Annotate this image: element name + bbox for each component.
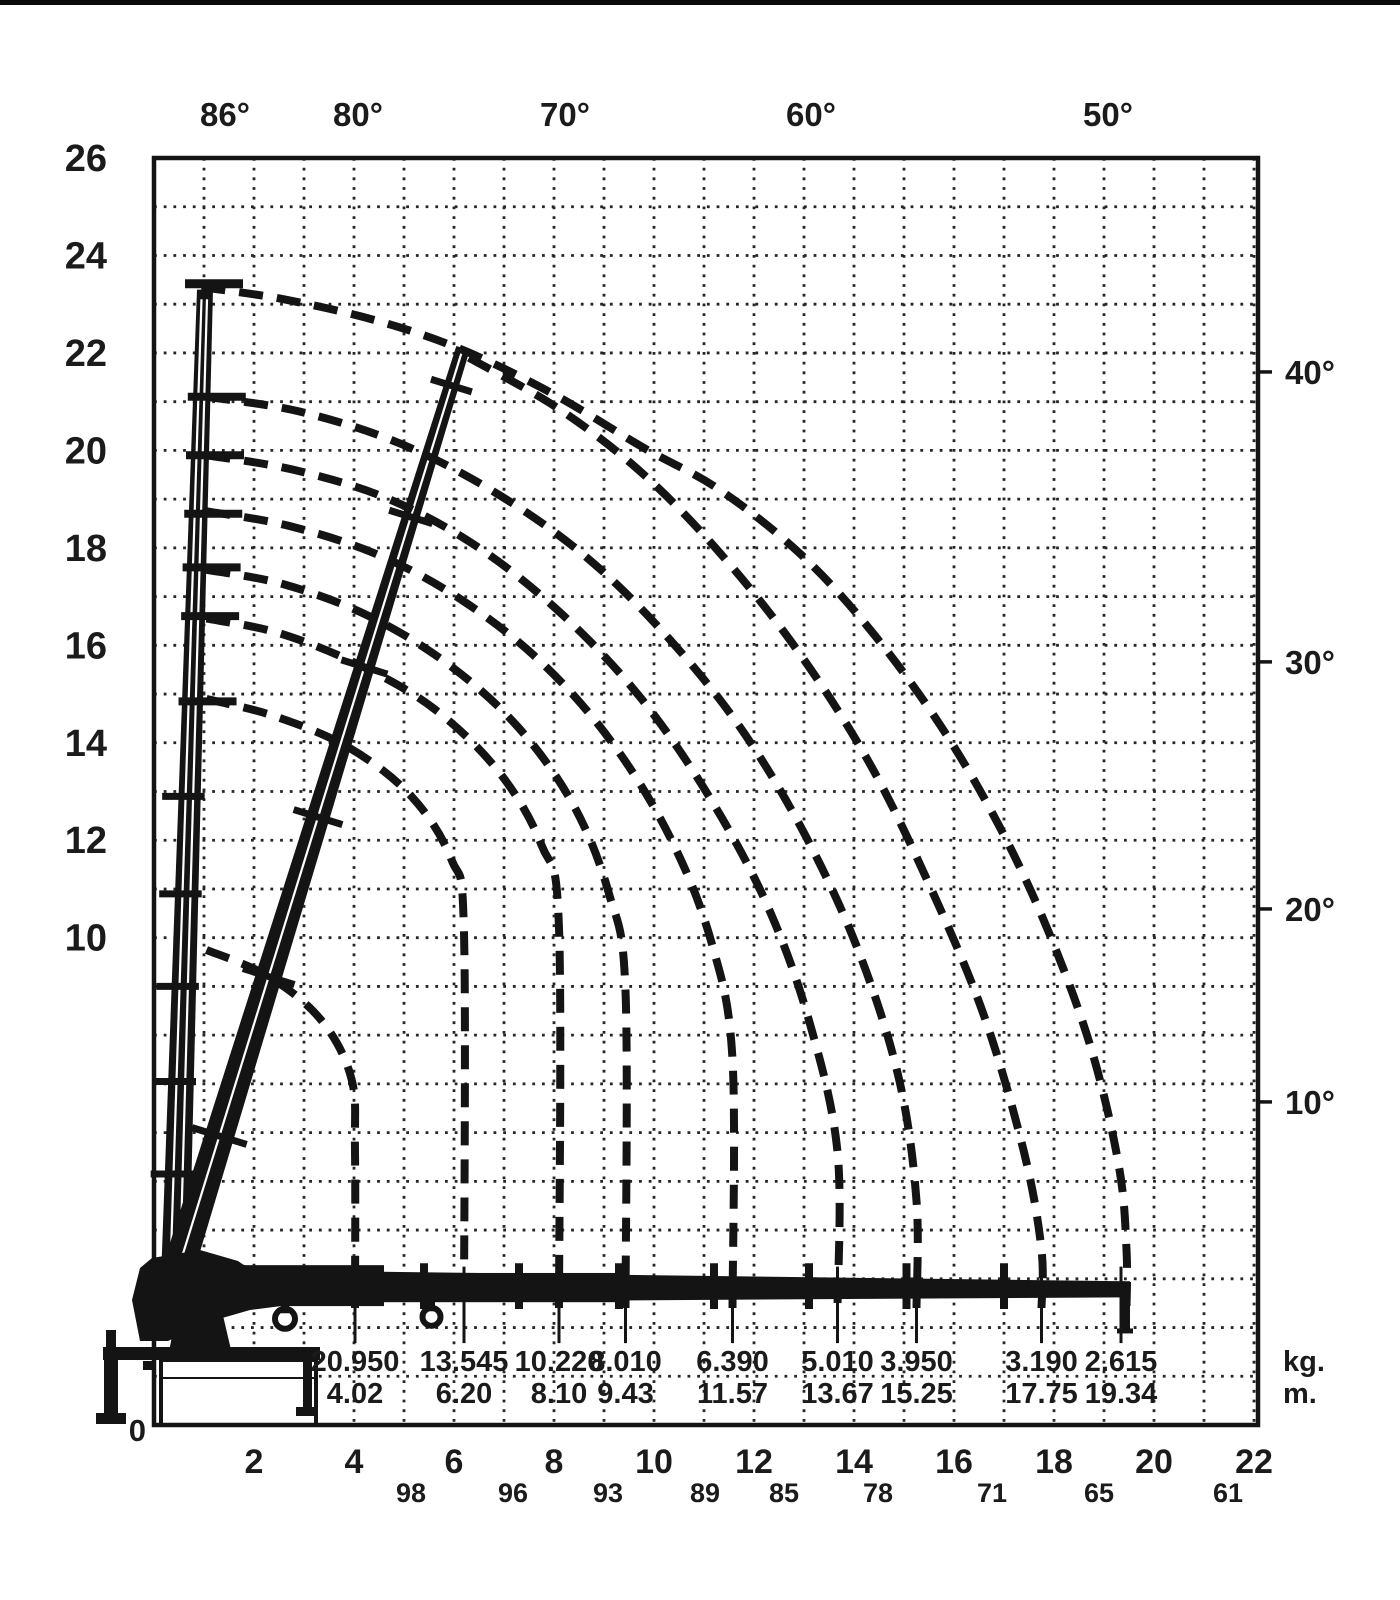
y-tick-label: 14 bbox=[65, 723, 107, 765]
capacity-curve bbox=[204, 946, 360, 1309]
percent-value-label: 96 bbox=[498, 1478, 528, 1508]
right-angle-label: 40° bbox=[1285, 354, 1335, 391]
top-angle-label: 86° bbox=[200, 96, 250, 133]
capacity-curve bbox=[205, 507, 739, 1309]
boom-74deg-collar bbox=[292, 806, 344, 828]
x-tick-label: 14 bbox=[835, 1443, 873, 1481]
load-capacity-label: 3.190 bbox=[1005, 1346, 1078, 1378]
load-reach-label: 19.34 bbox=[1085, 1378, 1158, 1410]
load-reach-label: 4.02 bbox=[327, 1378, 383, 1410]
deck-stud bbox=[143, 1361, 154, 1370]
x-tick-label: 12 bbox=[735, 1443, 773, 1481]
load-capacity-label: 13.545 bbox=[420, 1346, 509, 1378]
load-capacity-label: 6.390 bbox=[696, 1346, 769, 1378]
capacity-curve bbox=[205, 392, 922, 1309]
capacity-curve bbox=[205, 695, 469, 1309]
outrigger-cylinder bbox=[106, 1330, 116, 1362]
top-angle-label: 80° bbox=[333, 96, 383, 133]
load-capacity-label: 3.950 bbox=[880, 1346, 953, 1378]
y-tick-label: 26 bbox=[65, 138, 107, 180]
capacity-unit-label: kg. bbox=[1283, 1346, 1325, 1378]
reach-unit-label: m. bbox=[1283, 1378, 1317, 1410]
y-tick-label: 20 bbox=[65, 430, 107, 472]
capacity-curve bbox=[467, 354, 1047, 1309]
percent-value-label: 98 bbox=[396, 1478, 426, 1508]
load-reach-label: 9.43 bbox=[597, 1378, 653, 1410]
load-reach-label: 13.67 bbox=[801, 1378, 874, 1410]
load-reach-label: 6.20 bbox=[436, 1378, 492, 1410]
outrigger-leg bbox=[104, 1360, 118, 1416]
y-tick-label: 22 bbox=[65, 333, 107, 375]
hook-link bbox=[428, 1299, 435, 1312]
percent-value-label: 85 bbox=[769, 1478, 799, 1508]
boom-74deg-collar bbox=[191, 1124, 248, 1148]
x-tick-label: 6 bbox=[445, 1443, 464, 1481]
load-capacity-label: 8.010 bbox=[589, 1346, 662, 1378]
crane-illustration bbox=[96, 279, 1133, 1427]
percent-value-label: 61 bbox=[1213, 1478, 1243, 1508]
x-tick-label: 16 bbox=[935, 1443, 973, 1481]
load-reach-label: 17.75 bbox=[1005, 1378, 1078, 1410]
capacity-curve bbox=[200, 283, 1132, 1309]
right-angle-label: 10° bbox=[1285, 1084, 1335, 1121]
knuckle-link bbox=[187, 1250, 271, 1281]
y-tick-label: 18 bbox=[65, 528, 107, 570]
boom-86deg-texture bbox=[169, 299, 203, 1270]
capacity-curve bbox=[205, 565, 631, 1309]
percent-value-label: 89 bbox=[690, 1478, 720, 1508]
load-capacity-label: 2.615 bbox=[1085, 1346, 1158, 1378]
load-reach-label: 15.25 bbox=[880, 1378, 953, 1410]
load-reach-label: 11.57 bbox=[697, 1378, 768, 1410]
capacity-curves bbox=[200, 283, 1132, 1344]
load-capacity-label: 10.220 bbox=[515, 1346, 604, 1378]
y-tick-label: 10 bbox=[65, 918, 107, 960]
truck-body bbox=[159, 1358, 318, 1427]
outrigger-foot-right bbox=[296, 1407, 318, 1416]
origin-label: 0 bbox=[129, 1413, 146, 1448]
pedestal bbox=[169, 1298, 232, 1352]
boom-74deg-collar bbox=[388, 506, 434, 527]
right-angle-label: 30° bbox=[1285, 644, 1335, 681]
boom-74deg-collar bbox=[429, 375, 473, 396]
outrigger-foot bbox=[96, 1413, 126, 1424]
plot-border bbox=[151, 155, 1272, 1428]
percent-value-label: 93 bbox=[593, 1478, 623, 1508]
y-tick-label: 12 bbox=[65, 820, 107, 862]
x-tick-label: 2 bbox=[245, 1443, 264, 1481]
load-reach-label: 8.10 bbox=[531, 1378, 587, 1410]
knuckle-link bbox=[180, 1265, 258, 1292]
percent-value-label: 78 bbox=[863, 1478, 893, 1508]
load-capacity-label: 5.010 bbox=[801, 1346, 874, 1378]
boom-86deg-texture bbox=[178, 299, 209, 1270]
plot-frame bbox=[151, 155, 1261, 1428]
percent-value-label: 71 bbox=[977, 1478, 1007, 1508]
truck-deck bbox=[103, 1347, 320, 1360]
x-tick-label: 8 bbox=[545, 1443, 564, 1481]
capacity-curve bbox=[205, 451, 844, 1309]
x-tick-label: 4 bbox=[345, 1443, 364, 1481]
y-tick-label: 16 bbox=[65, 625, 107, 667]
outrigger-leg-right bbox=[303, 1360, 312, 1410]
load-capacity-label: 20.950 bbox=[311, 1346, 400, 1378]
top-angle-label: 60° bbox=[786, 96, 836, 133]
right-angle-label: 20° bbox=[1285, 891, 1335, 928]
x-tick-label: 18 bbox=[1035, 1443, 1073, 1481]
percent-value-label: 65 bbox=[1084, 1478, 1114, 1508]
top-angle-label: 50° bbox=[1083, 96, 1133, 133]
x-tick-label: 20 bbox=[1135, 1443, 1173, 1481]
scan-edge-artifact bbox=[0, 0, 1400, 5]
knuckle-mechanism bbox=[132, 1250, 305, 1341]
hook-link bbox=[281, 1299, 289, 1314]
x-tick-label: 10 bbox=[635, 1443, 673, 1481]
boom-horizontal-sleeve bbox=[384, 1272, 622, 1303]
top-angle-label: 70° bbox=[540, 96, 590, 133]
y-tick-label: 24 bbox=[65, 235, 107, 277]
x-tick-label: 22 bbox=[1235, 1443, 1273, 1481]
